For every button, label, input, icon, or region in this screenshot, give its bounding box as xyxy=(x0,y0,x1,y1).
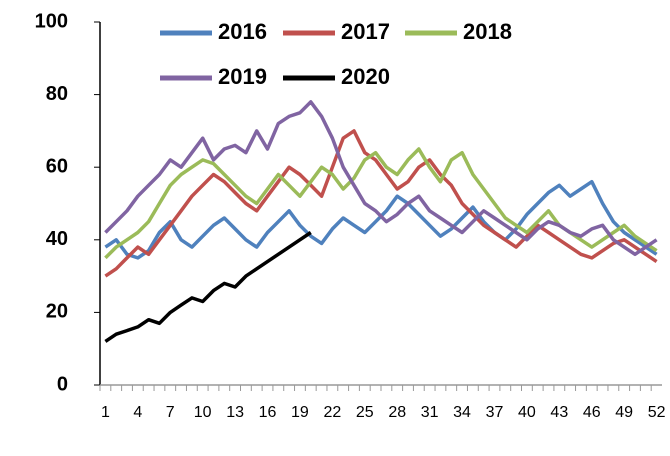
y-tick-label: 0 xyxy=(57,373,68,395)
line-series xyxy=(104,129,658,278)
x-tick-label: 1 xyxy=(101,404,110,421)
legend-label: 2016 xyxy=(218,19,267,44)
x-tick-label: 16 xyxy=(259,404,277,421)
line-series xyxy=(104,179,658,260)
x-tick-label: 25 xyxy=(356,404,374,421)
x-tick-label: 43 xyxy=(550,404,568,421)
x-tick-label: 4 xyxy=(133,404,142,421)
x-tick-label: 10 xyxy=(194,404,212,421)
y-tick-label: 40 xyxy=(46,228,68,250)
x-tick-label: 22 xyxy=(323,404,341,421)
y-tick-label: 60 xyxy=(46,155,68,177)
y-tick-label: 100 xyxy=(35,10,68,32)
legend-label: 2018 xyxy=(463,19,512,44)
legend-label: 2020 xyxy=(341,64,390,89)
line-series xyxy=(104,231,312,343)
legend-label: 2017 xyxy=(341,19,390,44)
x-tick-label: 34 xyxy=(453,404,471,421)
y-tick-label: 80 xyxy=(46,83,68,105)
x-tick-label: 13 xyxy=(226,404,244,421)
x-tick-label: 31 xyxy=(421,404,439,421)
x-tick-label: 28 xyxy=(388,404,406,421)
line-series xyxy=(104,100,658,257)
x-tick-label: 52 xyxy=(648,404,666,421)
x-tick-label: 7 xyxy=(166,404,175,421)
legend-label: 2019 xyxy=(218,64,267,89)
x-tick-label: 49 xyxy=(615,404,633,421)
x-tick-label: 46 xyxy=(583,404,601,421)
x-tick-label: 40 xyxy=(518,404,536,421)
y-tick-label: 20 xyxy=(46,301,68,323)
x-tick-label: 19 xyxy=(291,404,309,421)
x-tick-label: 37 xyxy=(486,404,504,421)
